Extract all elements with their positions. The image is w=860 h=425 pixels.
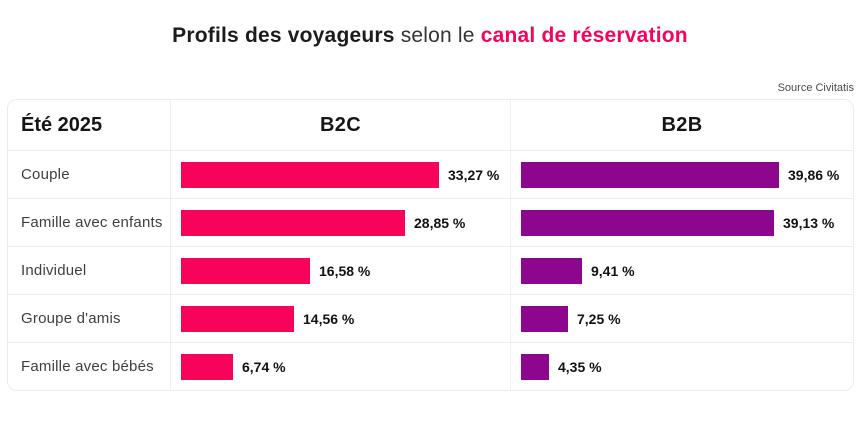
b2b-value-label: 39,86 % xyxy=(788,166,840,183)
table-header-row: Été 2025 B2C B2B xyxy=(8,100,853,150)
b2c-value-label: 28,85 % xyxy=(414,214,466,231)
b2b-bar-cell: 39,86 % xyxy=(510,151,853,198)
category-label: Groupe d'amis xyxy=(21,310,121,327)
b2c-bar xyxy=(181,161,439,188)
table-row: Famille avec enfants 28,85 % 39,13 % xyxy=(8,198,853,246)
b2c-bar-cell: 6,74 % xyxy=(170,343,510,390)
b2c-bar-cell: 33,27 % xyxy=(170,151,510,198)
b2c-bar xyxy=(181,353,233,380)
table-row: Famille avec bébés 6,74 % 4,35 % xyxy=(8,342,853,390)
b2c-bar-cell: 28,85 % xyxy=(170,199,510,246)
b2b-bar-cell: 4,35 % xyxy=(510,343,853,390)
header-period: Été 2025 xyxy=(21,113,103,136)
b2b-bar xyxy=(521,161,779,188)
page-title: Profils des voyageurs selon le canal de … xyxy=(0,0,860,48)
b2c-value-label: 14,56 % xyxy=(303,310,355,327)
b2c-bar xyxy=(181,257,310,284)
category-label: Individuel xyxy=(21,262,87,279)
b2c-bar-cell: 14,56 % xyxy=(170,295,510,342)
header-b2c: B2C xyxy=(170,100,510,150)
b2b-value-label: 39,13 % xyxy=(783,214,835,231)
table-row: Individuel 16,58 % 9,41 % xyxy=(8,246,853,294)
b2b-value-label: 9,41 % xyxy=(591,262,635,279)
b2c-value-label: 16,58 % xyxy=(319,262,371,279)
title-part-bold: Profils des voyageurs xyxy=(172,24,395,47)
b2b-bar-cell: 39,13 % xyxy=(510,199,853,246)
b2b-bar xyxy=(521,209,774,236)
b2b-bar-cell: 7,25 % xyxy=(510,295,853,342)
category-label: Famille avec enfants xyxy=(21,214,163,231)
title-part-accent: canal de réservation xyxy=(480,24,688,47)
b2b-bar xyxy=(521,353,549,380)
b2c-bar xyxy=(181,209,405,236)
b2b-bar xyxy=(521,305,568,332)
table-row: Couple 33,27 % 39,86 % xyxy=(8,150,853,198)
b2b-value-label: 4,35 % xyxy=(558,358,602,375)
b2b-bar xyxy=(521,257,582,284)
table-row: Groupe d'amis 14,56 % 7,25 % xyxy=(8,294,853,342)
b2c-bar-cell: 16,58 % xyxy=(170,247,510,294)
source-credit: Source Civitatis xyxy=(777,82,854,94)
category-label: Couple xyxy=(21,166,70,183)
b2b-bar-cell: 9,41 % xyxy=(510,247,853,294)
header-b2b: B2B xyxy=(510,100,853,150)
title-part-regular: selon le xyxy=(400,24,475,47)
b2c-value-label: 6,74 % xyxy=(242,358,286,375)
b2c-value-label: 33,27 % xyxy=(448,166,500,183)
category-label: Famille avec bébés xyxy=(21,358,154,375)
b2b-value-label: 7,25 % xyxy=(577,310,621,327)
travelers-channel-table: Été 2025 B2C B2B Couple 33,27 % 39,86 % … xyxy=(7,99,854,391)
b2c-bar xyxy=(181,305,294,332)
